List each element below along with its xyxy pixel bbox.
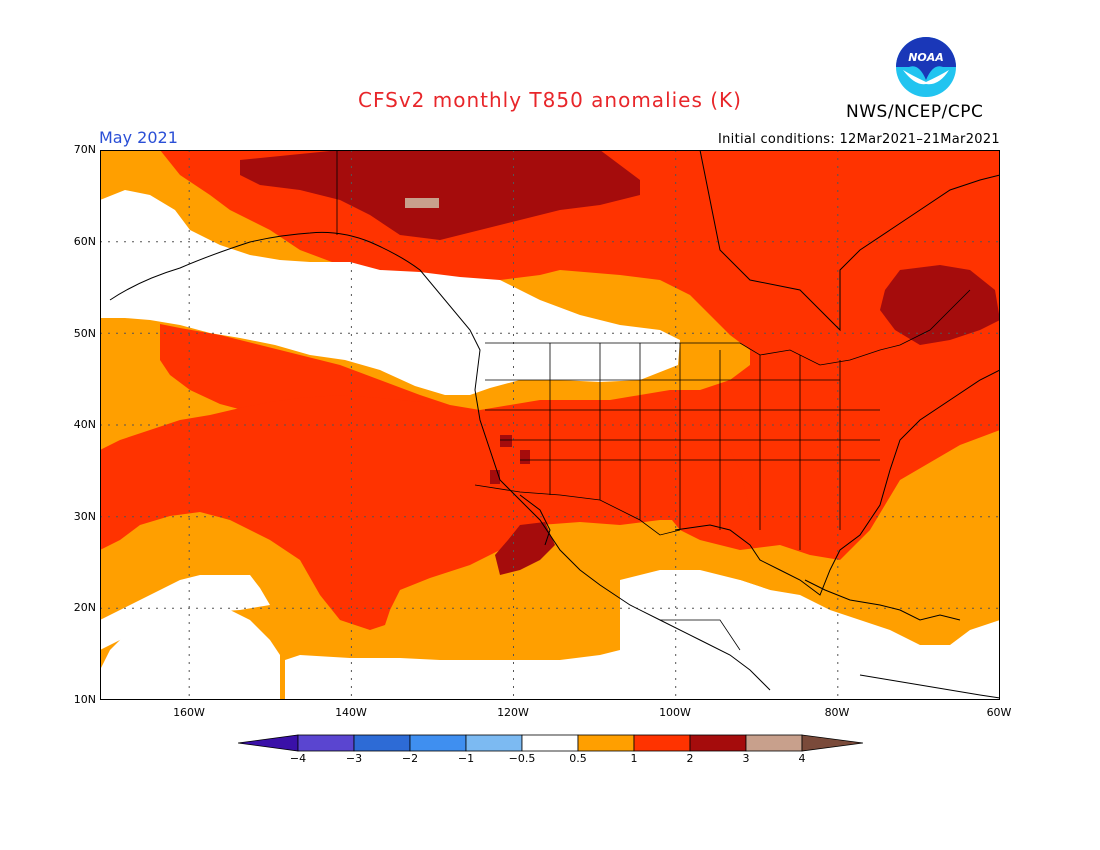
legend-label-4: 4 [798,752,806,765]
white-region-caribbean [620,570,1000,700]
legend-label-minus4: −4 [289,752,307,765]
white-region-north-pacific [100,190,680,395]
lon-tick-80w: 80W [824,706,850,719]
lon-tick-100w: 100W [659,706,691,719]
lat-tick-20n: 20N [73,601,96,614]
legend-swatch-minus1-minus05 [465,734,523,752]
noaa-logo-text: NOAA [908,51,944,64]
legend-swatch-lt-minus4 [238,734,299,752]
agency-label: NWS/NCEP/CPC [846,102,984,122]
legend-swatch-3-4 [745,734,803,752]
lat-tick-40n: 40N [73,418,96,431]
lon-tick-60w: 60W [986,706,1012,719]
legend-label-minus3: −3 [345,752,363,765]
initial-conditions: Initial conditions: 12Mar2021–21Mar2021 [717,132,1000,147]
legend-label-minus2: −2 [401,752,419,765]
lon-tick-120w: 120W [497,706,529,719]
darkred-region-quebec [880,265,1000,345]
legend-label-05: 0.5 [569,752,587,765]
legend-label-minus1: −1 [457,752,475,765]
legend-swatch-minus3-minus2 [353,734,411,752]
darkred-cell-utah [520,450,530,464]
lat-tick-30n: 30N [73,510,96,523]
anomaly-map [100,150,1000,700]
legend-colorbar [238,734,863,752]
legend-swatch-gt-4 [801,734,863,752]
lon-tick-160w: 160W [173,706,205,719]
darkred-region-alaska [240,150,640,240]
legend-swatch-minus4-minus3 [297,734,355,752]
legend-label-1: 1 [630,752,638,765]
legend-label-2: 2 [686,752,694,765]
legend-swatch-2-3 [689,734,747,752]
lat-tick-70n: 70N [73,143,96,156]
darkred-region-baja [495,522,555,575]
lat-tick-10n: 10N [73,693,96,706]
legend-swatch-1-2 [633,734,691,752]
noaa-logo: NOAA [895,36,957,98]
valid-month: May 2021 [99,128,178,147]
white-region-central-pacific [100,575,270,650]
tan-region-canada [405,198,439,208]
lon-tick-140w: 140W [335,706,367,719]
darkred-cell-california [490,470,500,484]
legend-swatch-neutral [521,734,579,752]
legend-label-minus05: −0.5 [508,752,536,765]
darkred-cell-nevada [500,435,512,447]
borders [336,150,971,651]
coastlines [109,150,1000,699]
lat-tick-50n: 50N [73,327,96,340]
map-title: CFSv2 monthly T850 anomalies (K) [358,88,742,112]
legend-swatch-minus2-minus1 [409,734,467,752]
red-band-pacific [100,395,750,630]
legend-label-3: 3 [742,752,750,765]
legend-swatch-05-1 [577,734,635,752]
map-frame [100,150,1000,700]
lat-tick-60n: 60N [73,235,96,248]
